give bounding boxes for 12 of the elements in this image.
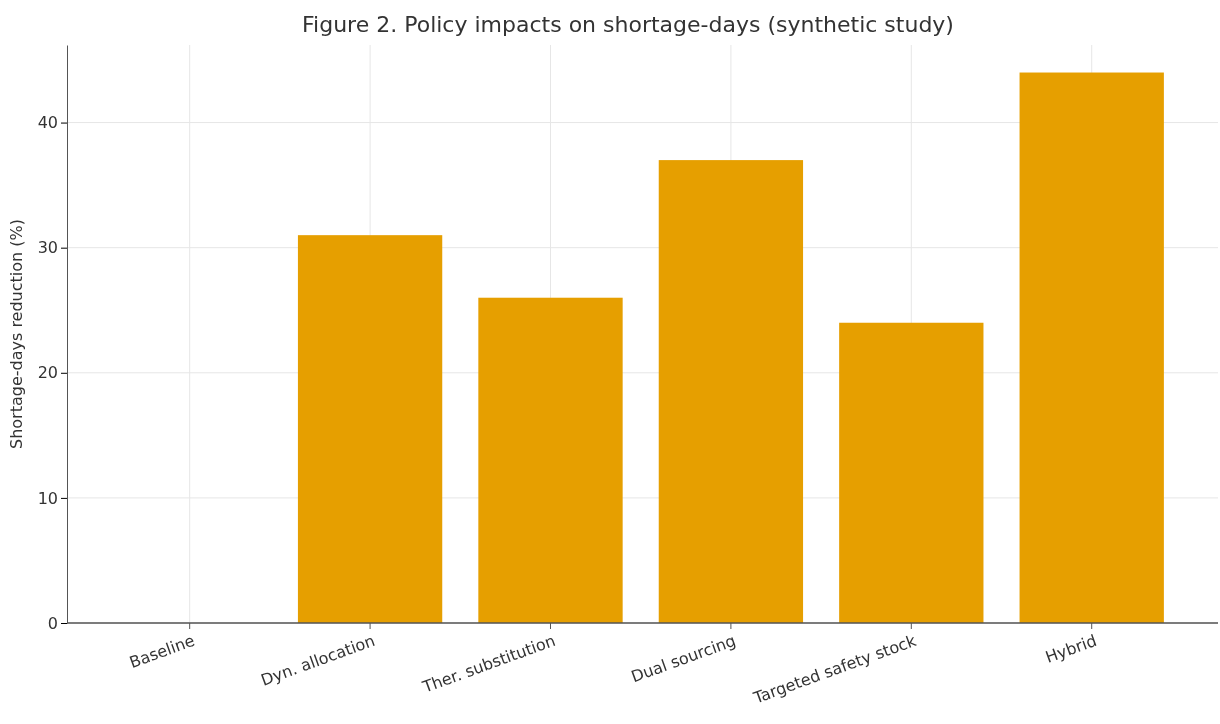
y-axis-title: Shortage-days reduction (%) xyxy=(7,219,26,449)
bar xyxy=(478,297,623,623)
bar xyxy=(839,322,984,623)
bar xyxy=(297,235,443,623)
bar xyxy=(658,160,804,623)
y-tick-label: 0 xyxy=(47,613,58,633)
y-tick-label: 20 xyxy=(37,363,58,383)
y-tick-label: 30 xyxy=(37,238,58,258)
y-tick-label: 40 xyxy=(37,113,58,133)
bar xyxy=(1019,72,1164,623)
chart-title: Figure 2. Policy impacts on shortage-days (synthetic study) xyxy=(302,12,954,37)
y-tick-label: 10 xyxy=(37,488,58,508)
